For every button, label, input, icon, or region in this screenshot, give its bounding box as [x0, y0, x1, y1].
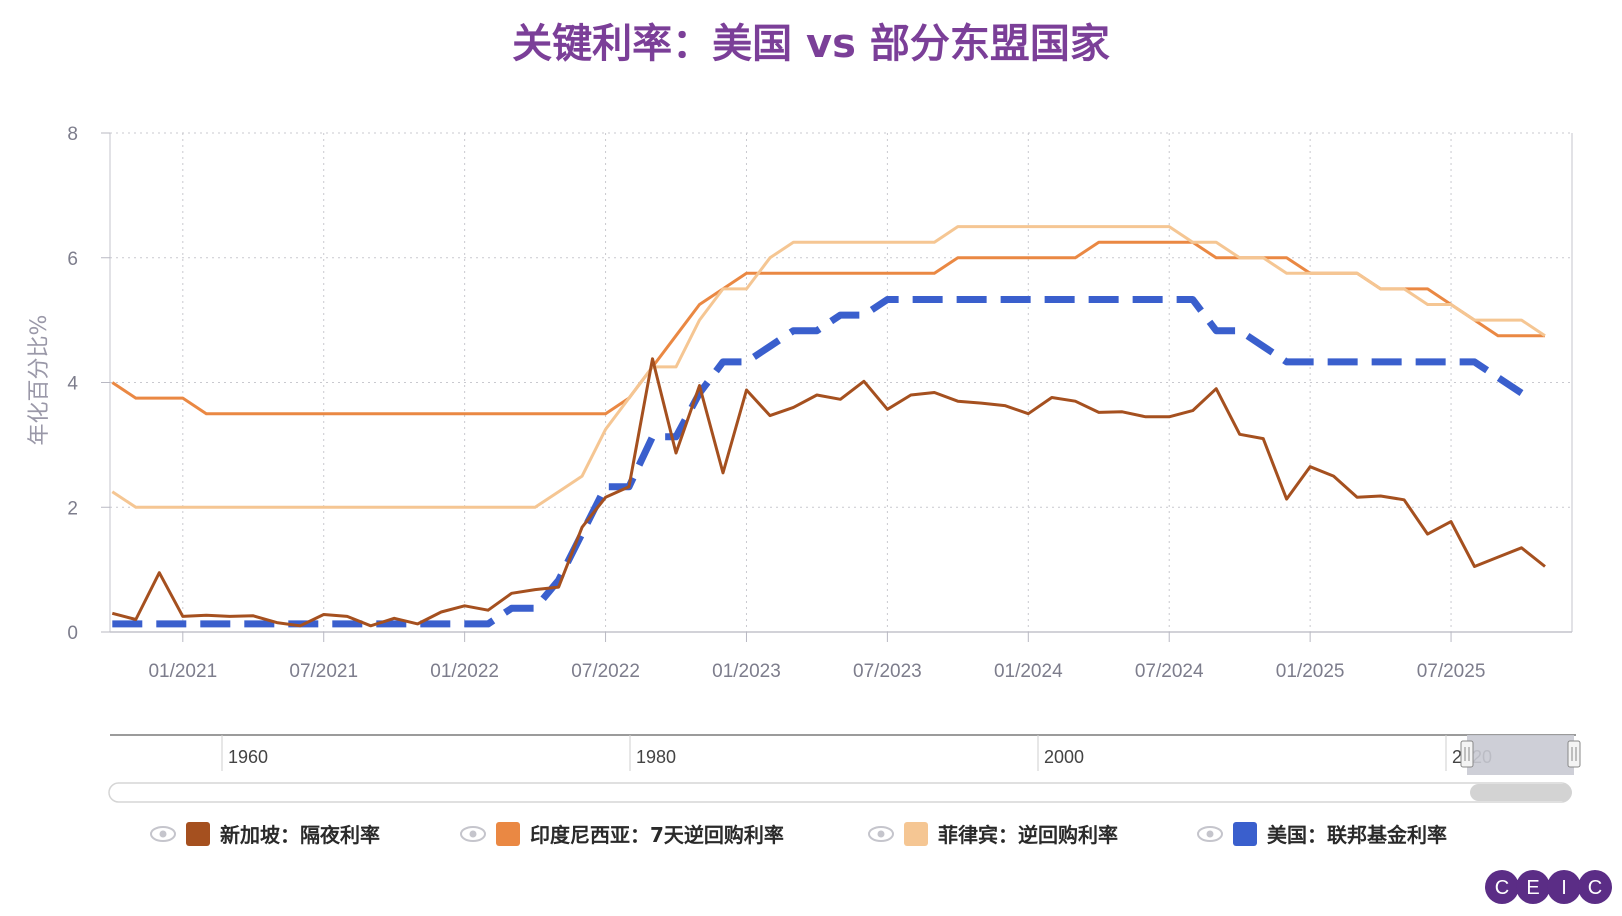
x-tick-label: 07/2023: [853, 661, 922, 682]
x-tick-label: 07/2022: [571, 661, 640, 682]
eye-icon[interactable]: [868, 826, 894, 842]
grid-lines: [109, 132, 1573, 633]
y-axis-title: 年化百分比%: [27, 315, 52, 446]
brand-circle: [1547, 870, 1581, 904]
legend-item-0[interactable]: 新加坡：隔夜利率: [150, 822, 380, 847]
series-line-1: [111, 240, 1545, 416]
legend-swatch: [904, 822, 928, 846]
legend-label: 印度尼西亚：7天逆回购利率: [530, 823, 784, 847]
x-tick-label: 01/2022: [430, 661, 499, 682]
y-tick-label: 0: [67, 623, 78, 644]
y-tick-label: 4: [67, 374, 78, 395]
series-layer: [111, 225, 1546, 628]
brand-letter: I: [1561, 877, 1567, 899]
eye-icon[interactable]: [150, 826, 176, 842]
eye-icon[interactable]: [1197, 826, 1223, 842]
y-tick-label: 2: [67, 498, 78, 519]
navigator-label: 2000: [1044, 747, 1084, 767]
navigator-selected-range[interactable]: [1467, 735, 1574, 775]
legend-item-2[interactable]: 菲律宾：逆回购利率: [868, 822, 1118, 847]
brand-letter: C: [1495, 877, 1509, 899]
series-line-2: [111, 225, 1546, 509]
eye-icon[interactable]: [460, 826, 486, 842]
legend-label: 菲律宾：逆回购利率: [938, 823, 1118, 847]
legend-item-3[interactable]: 美国：联邦基金利率: [1197, 822, 1447, 847]
navigator-label: 1960: [228, 747, 268, 767]
x-tick-label: 07/2025: [1417, 661, 1486, 682]
brand-circle: [1516, 870, 1550, 904]
legend-item-1[interactable]: 印度尼西亚：7天逆回购利率: [460, 822, 784, 847]
x-tick-label: 07/2024: [1135, 661, 1204, 682]
series-line-0: [111, 357, 1546, 628]
x-tick-label: 01/2024: [994, 661, 1063, 682]
series-line-3: [112, 296, 1524, 628]
navigator-handle-right[interactable]: [1567, 740, 1581, 768]
legend-swatch: [496, 822, 520, 846]
chart-title: 关键利率：美国 vs 部分东盟国家: [512, 21, 1110, 67]
x-tick-label: 01/2021: [148, 661, 217, 682]
legend-swatch: [1233, 822, 1257, 846]
brand-circle: [1578, 870, 1612, 904]
x-axis: 01/2021 07/2021 01/2022 07/2022 01/2023 07/20…: [148, 632, 1485, 682]
y-tick-label: 8: [67, 124, 78, 145]
y-axis: 0 2 4 6 8: [67, 124, 110, 644]
brand-circle: [1485, 870, 1519, 904]
y-tick-label: 6: [67, 249, 78, 270]
legend-label: 美国：联邦基金利率: [1267, 823, 1447, 847]
navigator-labels: 1960198020002020: [221, 735, 1492, 771]
navigator-label: 1980: [636, 747, 676, 767]
brand-letter: E: [1526, 877, 1539, 899]
scrollbar-track[interactable]: [108, 782, 1572, 803]
brand-letter: C: [1588, 877, 1602, 899]
x-tick-label: 01/2023: [712, 661, 781, 682]
legend: 新加坡：隔夜利率 印度尼西亚：7天逆回购利率 菲律宾：逆回购利率 美国：联邦基金利率: [150, 822, 1447, 847]
scrollbar-thumb[interactable]: [1470, 784, 1572, 801]
legend-label: 新加坡：隔夜利率: [220, 823, 380, 847]
navigator-handle-left[interactable]: [1460, 740, 1474, 768]
x-tick-label: 01/2025: [1276, 661, 1345, 682]
navigator[interactable]: 1960198020002020: [108, 734, 1581, 803]
legend-swatch: [186, 822, 210, 846]
x-tick-label: 07/2021: [289, 661, 358, 682]
